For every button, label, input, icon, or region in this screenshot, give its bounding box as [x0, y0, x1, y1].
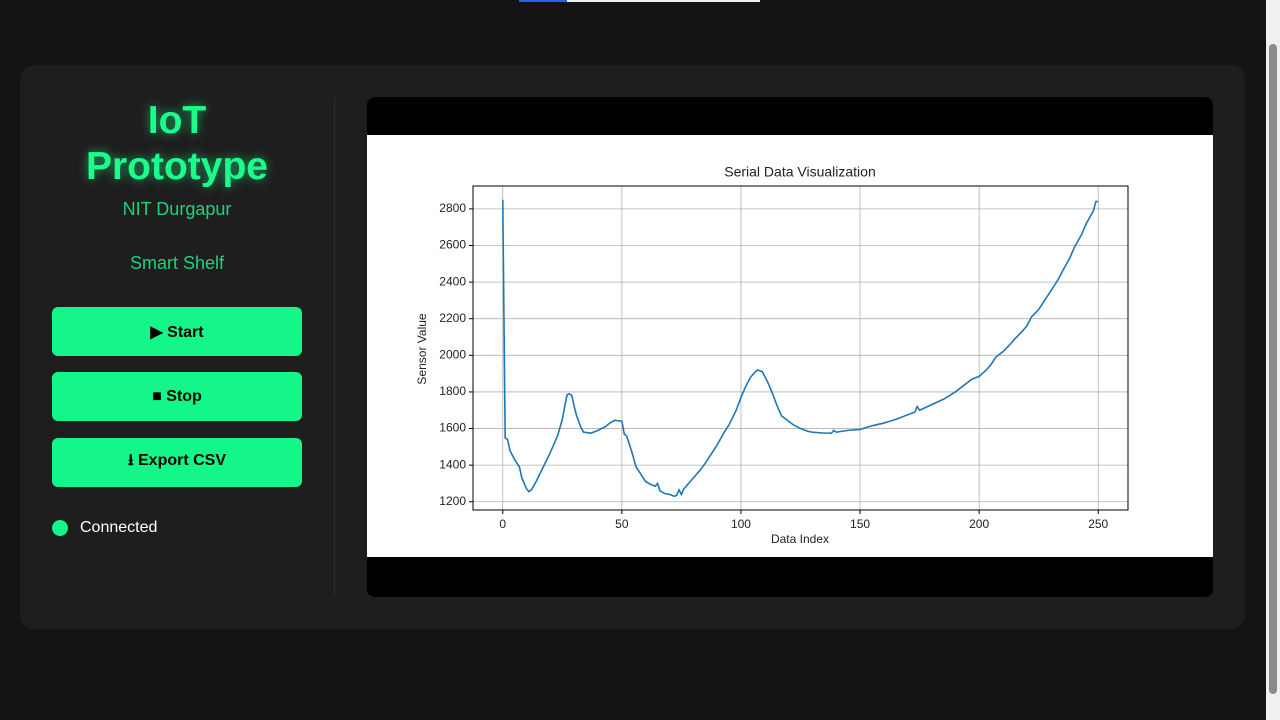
export-button[interactable]: ⭳ Export CSV	[52, 438, 302, 487]
y-tick-label: 2000	[439, 347, 466, 361]
data-line	[501, 199, 1099, 498]
chart: Serial Data Visualization Data Index Sen…	[367, 135, 1213, 557]
y-tick-label: 2800	[439, 201, 466, 215]
scrollbar-thumb[interactable]	[1269, 44, 1277, 694]
chart-background	[367, 135, 1213, 557]
plot-frame	[472, 185, 1129, 511]
y-axis-label: Sensor Value	[415, 313, 429, 384]
y-tick-label: 2400	[439, 274, 466, 288]
x-tick-label: 100	[731, 517, 751, 531]
start-button[interactable]: ▶ Start	[52, 307, 302, 356]
project-name: Smart Shelf	[129, 253, 225, 273]
top-bar	[519, 0, 760, 2]
divider	[334, 97, 335, 597]
y-tick-label: 1200	[439, 494, 466, 508]
status-dot	[52, 520, 68, 536]
top-bar-progress	[519, 0, 567, 2]
y-tick-label: 1800	[439, 384, 466, 398]
y-tick-label: 2200	[439, 311, 466, 325]
x-tick-label: 200	[969, 517, 989, 531]
chart-title: Serial Data Visualization	[724, 164, 876, 180]
x-axis-label: Data Index	[771, 532, 829, 546]
x-tick-label: 250	[1088, 517, 1108, 531]
app-title: IoT Prototype	[85, 99, 268, 188]
x-tick-label: 0	[499, 517, 506, 531]
y-tick-label: 1400	[439, 457, 466, 471]
stop-button[interactable]: ■ Stop	[52, 372, 302, 421]
status-text: Connected	[80, 519, 158, 536]
y-tick-label: 1600	[439, 421, 466, 435]
x-tick-label: 150	[850, 517, 870, 531]
subtitle: NIT Durgapur	[122, 199, 232, 219]
y-tick-label: 2600	[439, 238, 466, 252]
x-tick-label: 50	[615, 517, 629, 531]
